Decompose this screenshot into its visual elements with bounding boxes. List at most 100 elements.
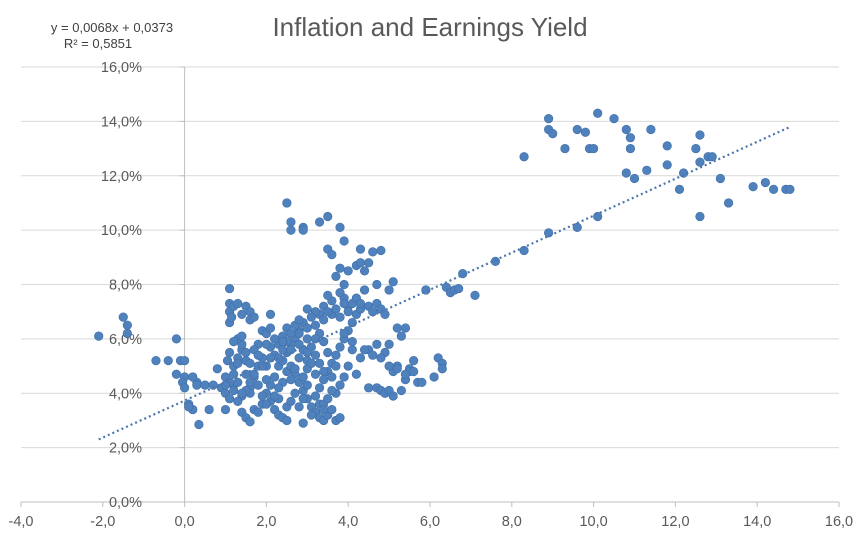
data-point: [339, 279, 349, 290]
gridlines: [21, 66, 839, 449]
data-point: [372, 279, 382, 290]
data-point: [269, 334, 280, 344]
data-point: [122, 320, 132, 330]
data-point: [662, 160, 672, 170]
data-point: [695, 211, 705, 222]
data-point: [335, 288, 345, 298]
data-point: [609, 114, 619, 124]
data-point: [171, 369, 182, 379]
data-point: [319, 404, 329, 415]
data-point: [323, 211, 333, 222]
data-point: [298, 394, 308, 404]
data-point: [392, 323, 402, 333]
data-point: [278, 345, 288, 355]
data-point: [355, 353, 366, 363]
data-point: [290, 364, 300, 374]
data-point: [278, 336, 288, 347]
data-point: [233, 298, 243, 309]
data-point: [294, 328, 304, 339]
data-point: [319, 375, 329, 385]
data-point: [384, 285, 394, 295]
data-points: [94, 108, 795, 430]
x-tick-label: 8,0: [502, 514, 522, 530]
data-point: [715, 173, 725, 184]
x-tick-label: -2,0: [90, 514, 115, 530]
x-tick-label: 12,0: [661, 514, 689, 530]
data-point: [396, 331, 406, 341]
data-point: [400, 323, 411, 333]
data-point: [674, 184, 685, 194]
x-tick-label: 10,0: [579, 514, 607, 530]
data-point: [290, 388, 300, 398]
data-point: [294, 353, 304, 363]
data-point: [347, 336, 357, 347]
data-point: [646, 124, 656, 135]
data-point: [458, 269, 468, 279]
data-point: [253, 407, 263, 417]
y-tick-label: 2,0%: [109, 441, 142, 457]
data-point: [343, 307, 353, 317]
data-point: [417, 377, 427, 387]
data-point: [331, 361, 341, 371]
data-point: [642, 165, 652, 175]
data-point: [327, 372, 337, 382]
data-point: [261, 339, 272, 349]
data-point: [237, 331, 247, 341]
data-point: [748, 182, 758, 192]
data-point: [319, 336, 329, 347]
data-point: [560, 143, 570, 154]
data-point: [269, 391, 280, 401]
data-point: [184, 402, 194, 412]
data-point: [282, 415, 292, 426]
data-point: [621, 168, 631, 178]
data-point: [593, 108, 603, 118]
data-point: [306, 410, 316, 420]
y-tick-label: 14,0%: [101, 114, 142, 130]
data-point: [723, 198, 734, 208]
data-point: [180, 356, 190, 366]
data-point: [625, 133, 636, 143]
data-point: [200, 380, 210, 390]
data-point: [274, 353, 284, 363]
data-point: [180, 383, 190, 393]
data-point: [298, 225, 308, 235]
data-point: [384, 339, 394, 349]
data-point: [695, 157, 705, 167]
data-point: [302, 380, 312, 390]
data-point: [314, 358, 325, 368]
data-point: [335, 413, 345, 423]
x-tick-label: 4,0: [338, 514, 358, 530]
data-point: [253, 380, 263, 390]
data-point: [409, 356, 419, 366]
data-point: [437, 364, 447, 374]
data-point: [323, 307, 333, 317]
data-point: [302, 334, 312, 344]
data-point: [265, 323, 276, 333]
y-tick-label: 10,0%: [101, 223, 142, 239]
chart-title: Inflation and Earnings Yield: [272, 12, 587, 42]
data-point: [94, 331, 104, 341]
data-point: [220, 380, 231, 390]
y-tick-label: 6,0%: [109, 332, 142, 348]
data-point: [233, 396, 243, 407]
data-point: [355, 298, 366, 309]
data-point: [335, 380, 345, 390]
data-point: [380, 309, 390, 320]
data-point: [629, 173, 640, 184]
data-point: [519, 152, 529, 162]
data-point: [224, 347, 235, 358]
data-point: [151, 356, 161, 366]
data-point: [691, 143, 701, 154]
data-point: [470, 290, 480, 300]
data-point: [335, 342, 345, 352]
data-point: [192, 380, 202, 390]
data-point: [400, 369, 411, 379]
data-point: [265, 309, 276, 320]
data-point: [314, 383, 325, 393]
y-tick-label: 4,0%: [109, 386, 142, 402]
data-point: [298, 418, 308, 428]
data-point: [327, 249, 337, 260]
x-tick-label: 16,0: [825, 514, 853, 530]
data-point: [286, 217, 296, 227]
data-point: [306, 358, 316, 368]
